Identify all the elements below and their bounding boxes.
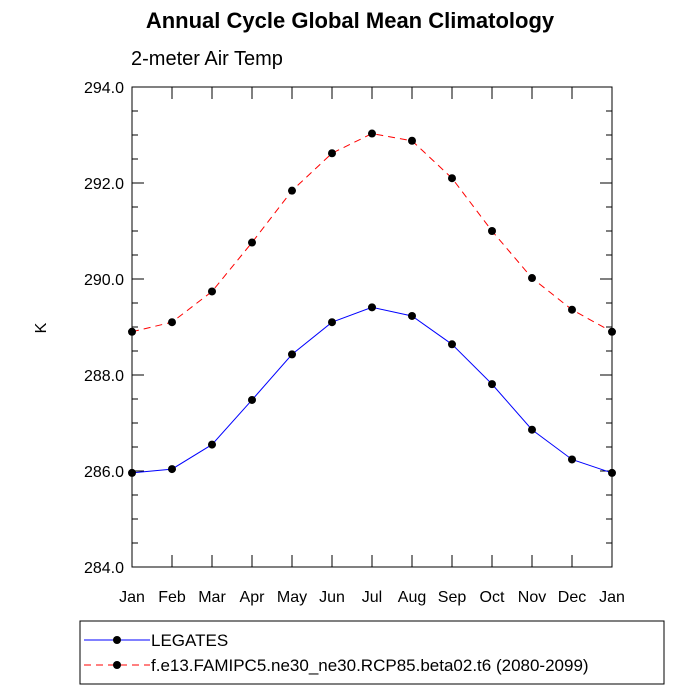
data-point [208,440,216,449]
legend-marker [113,636,121,644]
x-tick-label: Sep [438,589,467,606]
y-tick-label: 288.0 [84,368,124,385]
legend-box [79,620,665,685]
plot-frame [131,86,613,568]
data-point [248,395,256,404]
data-point [488,380,496,389]
y-tick-label: 290.0 [84,272,124,289]
x-tick-label: Apr [240,589,266,606]
data-point [168,465,176,474]
axis-ticks: 284.0 286.0 288.0 290.0 292.0 294.0 Jan Feb Mar A… [84,80,625,606]
x-tick-label: Nov [518,589,546,606]
x-tick-label: Oct [480,589,505,606]
data-point [568,455,576,464]
x-tick-label: Jun [319,589,345,606]
chart-subtitle: 2-meter Air Temp [131,48,283,70]
data-point [368,129,376,138]
legend: LEGATES f.e13.FAMIPC5.ne30_ne30.RCP85.bet… [79,620,665,685]
data-point [328,318,336,327]
data-point [528,274,536,283]
series-line-2 [131,133,613,333]
legend-marker [113,661,121,669]
data-point [448,174,456,183]
data-point [368,303,376,312]
data-point [248,238,256,247]
data-point [288,350,296,359]
data-point [408,136,416,145]
data-point [328,149,336,158]
y-tick-label: 286.0 [84,464,124,481]
y-tick-label: 292.0 [84,176,124,193]
x-tick-label: Dec [558,589,586,606]
data-point [128,468,136,477]
data-point [408,311,416,320]
data-point [448,340,456,349]
data-point [608,468,616,477]
x-tick-label: Aug [398,589,426,606]
x-tick-label: Jan [599,589,625,606]
data-point [168,318,176,327]
x-tick-label: Jan [119,589,145,606]
legend-label: LEGATES [151,631,228,650]
chart-title: Annual Cycle Global Mean Climatology [145,8,555,33]
legend-label: f.e13.FAMIPC5.ne30_ne30.RCP85.beta02.t6 … [151,656,589,675]
data-point [128,327,136,336]
data-point [288,186,296,195]
x-tick-label: Feb [158,589,186,606]
y-tick-label: 294.0 [84,80,124,97]
y-axis-label: K [33,322,50,333]
series-line-1 [131,306,613,474]
data-point [568,305,576,314]
y-tick-label: 284.0 [84,560,124,577]
x-tick-label: May [277,589,307,606]
data-point [488,227,496,235]
x-tick-label: Mar [198,589,226,606]
data-point [608,327,616,336]
data-point [208,287,216,296]
data-point [528,425,536,434]
x-tick-label: Jul [362,589,382,606]
series-layer [128,129,616,477]
